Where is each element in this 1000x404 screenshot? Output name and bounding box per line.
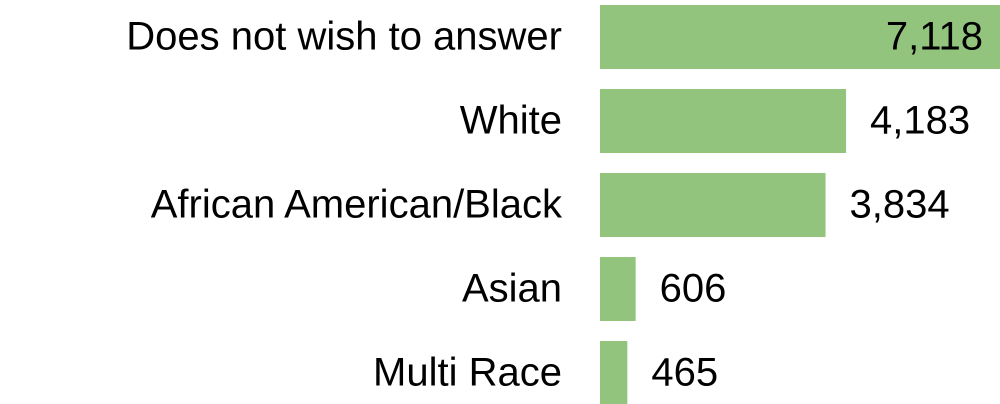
bar (600, 89, 847, 153)
value-label: 465 (651, 351, 718, 395)
bar (600, 5, 1000, 69)
category-label: Does not wish to answer (126, 15, 562, 59)
value-label: 7,118 (886, 15, 983, 59)
category-label: White (460, 99, 562, 143)
category-label: Multi Race (373, 351, 562, 395)
bar (600, 341, 628, 404)
value-label: 606 (660, 267, 727, 311)
value-label: 4,183 (870, 99, 970, 143)
category-label: African American/Black (151, 183, 563, 227)
bar (600, 173, 826, 237)
category-label: Asian (462, 267, 562, 311)
value-label: 3,834 (850, 183, 950, 227)
bar (600, 257, 636, 321)
